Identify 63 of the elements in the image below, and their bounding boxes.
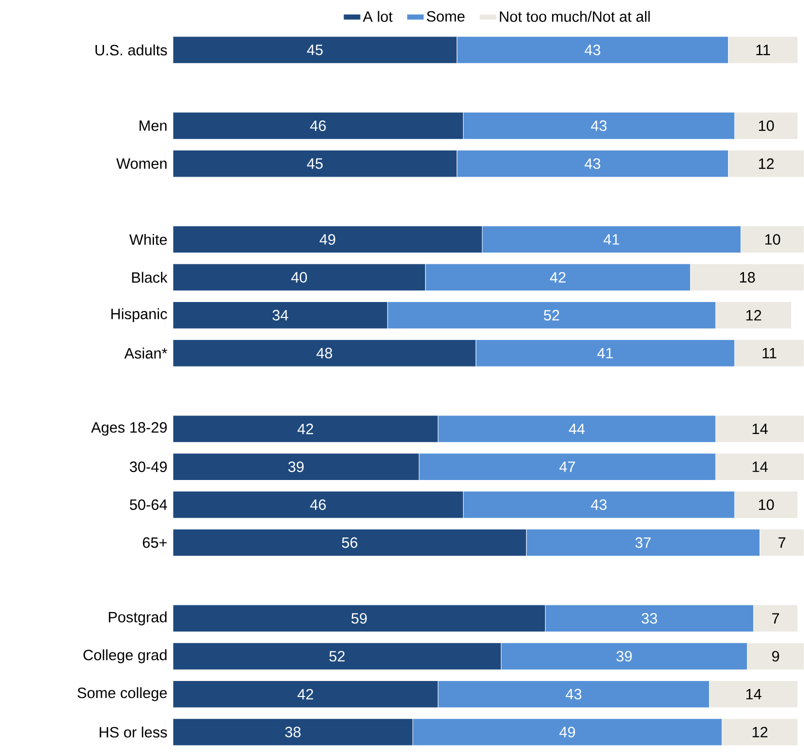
y-tick-label: College grad <box>84 649 166 664</box>
legend-label: Not too much/Not at all <box>500 10 650 22</box>
data-label: 42 <box>298 688 314 700</box>
data-label: 39 <box>616 650 632 662</box>
data-label: 10 <box>758 499 774 510</box>
data-label: 45 <box>307 158 323 169</box>
data-label: 59 <box>351 613 367 624</box>
data-label: 49 <box>559 726 575 738</box>
data-label: 14 <box>746 689 762 700</box>
data-label: 56 <box>342 537 358 548</box>
y-tick-label: 65+ <box>142 537 167 548</box>
data-label: 46 <box>310 499 326 510</box>
data-label: 12 <box>746 310 762 320</box>
data-label: 7 <box>778 537 786 548</box>
data-label: 38 <box>285 726 301 738</box>
data-label: 7 <box>772 613 780 624</box>
data-label: 9 <box>772 650 780 662</box>
y-tick-label: Black <box>132 272 168 283</box>
data-label: 40 <box>291 272 307 283</box>
y-tick-label: U.S. adults <box>96 44 167 56</box>
data-label: 12 <box>752 726 768 738</box>
y-tick-label: Asian* <box>124 348 168 359</box>
y-tick-label: Men <box>140 120 167 131</box>
data-label: 41 <box>604 234 620 245</box>
data-label: 34 <box>272 310 288 320</box>
y-tick-label: Some college <box>78 687 167 702</box>
data-label: 12 <box>758 158 774 169</box>
data-label: 43 <box>584 44 600 56</box>
legend-label: A lot <box>362 10 393 22</box>
data-label: 52 <box>544 310 560 320</box>
data-label: 46 <box>310 120 326 132</box>
data-label: 10 <box>765 234 780 245</box>
data-label: 49 <box>320 234 336 245</box>
data-label: 41 <box>597 348 613 358</box>
y-tick-label: HS or less <box>100 726 167 738</box>
data-label: 45 <box>307 44 323 56</box>
data-label: 48 <box>316 348 332 358</box>
legend-label: Some <box>426 11 465 22</box>
y-tick-label: Postgrad <box>108 611 167 626</box>
data-label: 14 <box>752 424 768 434</box>
data-label: 42 <box>298 424 314 434</box>
data-label: 39 <box>288 461 304 472</box>
y-tick-label: 30-49 <box>130 462 167 472</box>
data-label: 33 <box>642 613 658 624</box>
data-label: 43 <box>590 120 607 132</box>
y-tick-label: Ages 18-29 <box>91 422 167 436</box>
data-label: 14 <box>752 462 768 472</box>
data-label: 44 <box>568 424 585 434</box>
data-label: 47 <box>559 462 575 472</box>
data-label: 11 <box>762 348 776 358</box>
data-label: 43 <box>584 158 600 169</box>
y-tick-label: White <box>129 234 167 245</box>
data-label: 42 <box>550 272 566 283</box>
data-label: 52 <box>329 650 345 662</box>
data-label: 37 <box>635 537 651 548</box>
data-label: 18 <box>740 272 755 283</box>
data-label: 11 <box>756 44 770 56</box>
data-label: 43 <box>566 688 582 700</box>
y-tick-label: Hispanic <box>111 308 168 322</box>
y-tick-label: Women <box>116 158 167 169</box>
y-tick-label: 50-64 <box>130 499 168 510</box>
data-label: 43 <box>590 499 607 510</box>
data-label: 10 <box>758 120 774 132</box>
